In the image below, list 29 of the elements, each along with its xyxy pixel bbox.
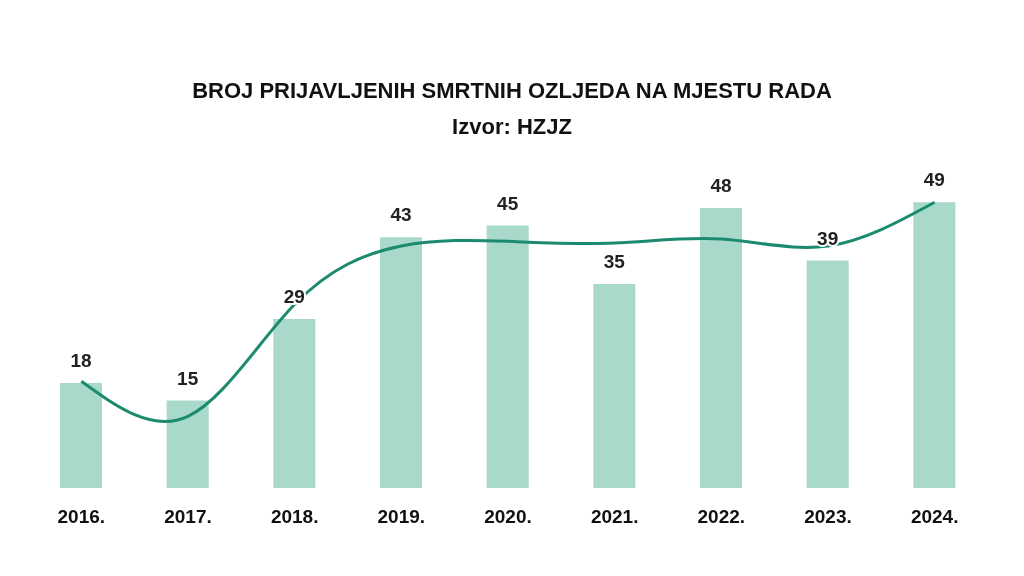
x-tick-label: 2023. bbox=[804, 506, 852, 528]
bar bbox=[60, 383, 102, 488]
data-label: 48 bbox=[710, 175, 732, 197]
data-label: 18 bbox=[70, 350, 92, 372]
bar bbox=[913, 202, 956, 488]
bar bbox=[380, 237, 422, 488]
x-tick-label: 2018. bbox=[270, 506, 319, 528]
data-label: 39 bbox=[817, 227, 839, 249]
x-tick-label: 2020. bbox=[484, 506, 532, 528]
bar bbox=[166, 400, 209, 488]
data-label: 29 bbox=[283, 285, 305, 307]
bar bbox=[700, 208, 742, 488]
x-tick-label: 2022. bbox=[697, 506, 746, 528]
bar bbox=[273, 318, 316, 488]
chart-title: BROJ PRIJAVLJENIH SMRTNIH OZLJEDA NA MJESTU RADA bbox=[191, 78, 833, 104]
x-tick-label: 2024. bbox=[910, 506, 959, 528]
x-tick-label: 2019. bbox=[377, 506, 426, 528]
x-tick-label: 2017. bbox=[164, 506, 212, 528]
data-label: 15 bbox=[177, 367, 199, 389]
bar bbox=[486, 225, 529, 488]
data-label: 49 bbox=[923, 169, 945, 191]
x-tick-label: 2016. bbox=[57, 506, 106, 528]
bar bbox=[593, 283, 636, 488]
chart-subtitle: Izvor: HZJZ bbox=[451, 114, 573, 140]
data-label: 35 bbox=[603, 250, 626, 272]
data-label: 43 bbox=[390, 204, 412, 226]
data-label: 45 bbox=[497, 192, 519, 214]
bar bbox=[806, 260, 849, 488]
x-tick-label: 2021. bbox=[590, 506, 639, 528]
